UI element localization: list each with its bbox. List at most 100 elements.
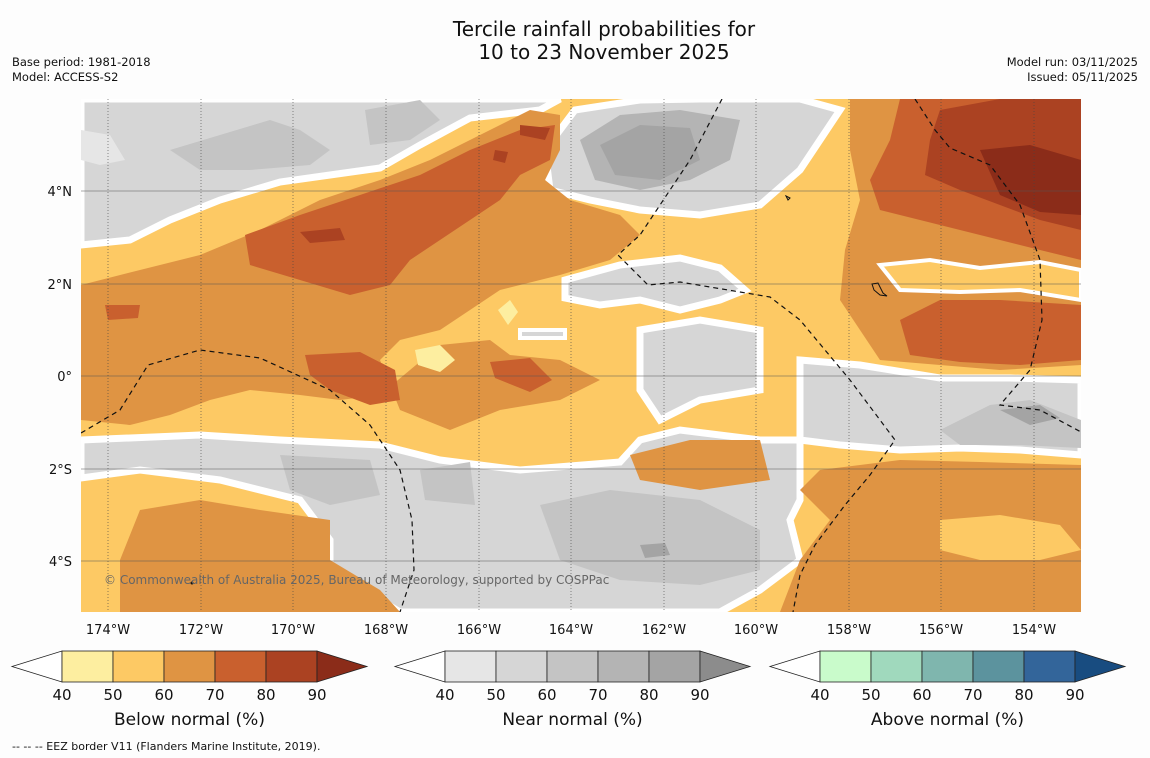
region-below-50-se (940, 515, 1081, 560)
colorbar-title: Below normal (%) (114, 710, 265, 730)
region-near-south-60c (280, 455, 380, 505)
lon-label: 156°W (919, 623, 963, 638)
colorbar-tick: 50 (103, 686, 122, 704)
region-below-40b (498, 300, 518, 325)
base-period: Base period: 1981-2018 (12, 55, 151, 69)
colorbar-2: 40 50 60 70 80 90 Above normal (%) (768, 650, 1127, 730)
region-below-70-w4 (105, 305, 140, 320)
lon-label: 162°W (642, 623, 686, 638)
region-near-center (636, 316, 764, 425)
lon-label: 158°W (827, 623, 871, 638)
region-below-50-east (876, 257, 1081, 303)
region-below-60-se (780, 460, 1081, 612)
colorbar-segment (112, 650, 165, 683)
colorbar-title: Near normal (%) (502, 710, 642, 730)
region-near-east-80 (1000, 405, 1060, 425)
colorbar-segment (546, 650, 599, 683)
colorbar-segment (163, 650, 216, 683)
lat-labels: 4°N 2°N 0° 2°S 4°S (48, 185, 73, 570)
eez-footnote: -- -- -- EEZ border V11 (Flanders Marine… (12, 740, 321, 753)
lat-label: 2°N (48, 278, 73, 293)
model-run: Model run: 03/11/2025 (1006, 55, 1138, 69)
lon-label: 172°W (179, 623, 223, 638)
metadata-right: Model run: 03/11/2025 Issued: 05/11/2025 (1007, 55, 1138, 85)
region-below-80-w2 (520, 125, 550, 140)
region-near-south-60a (420, 462, 475, 505)
region-near-south-80 (640, 543, 670, 558)
issued-date: Issued: 05/11/2025 (1027, 70, 1138, 84)
colorbar-over-triangle (316, 650, 369, 683)
colorbar-segment (214, 650, 267, 683)
colorbar-segment (597, 650, 650, 683)
colorbar-segment (61, 650, 114, 683)
colorbar-tick: 90 (1065, 686, 1084, 704)
colorbar-tick: 50 (486, 686, 505, 704)
region-below-40a (415, 345, 455, 372)
map-title: Tercile rainfall probabilities for 10 to… (0, 18, 1150, 64)
region-below-70-west (245, 125, 555, 295)
island-dot (190, 581, 194, 585)
islands (784, 194, 888, 297)
region-below-80-w3 (493, 150, 508, 163)
lon-label: 164°W (549, 623, 593, 638)
region-below-70-east2 (900, 300, 1081, 365)
lon-label: 160°W (734, 623, 778, 638)
colorbar-segment (495, 650, 548, 683)
title-line1: Tercile rainfall probabilities for (452, 17, 756, 41)
lat-label: 4°S (49, 555, 72, 570)
colorbar-tick: 80 (1014, 686, 1033, 704)
parallels (81, 190, 1081, 562)
title-line2: 10 to 23 November 2025 (478, 40, 730, 64)
colorbar-under-triangle (393, 650, 446, 683)
colorbar-under-triangle (10, 650, 63, 683)
colorbars: 40 50 60 70 80 90 Below normal (%) 40 50 60 70 80 90… (10, 650, 1127, 730)
eez-borders (81, 99, 1081, 612)
colorbar-1: 40 50 60 70 80 90 Near normal (%) (393, 650, 752, 730)
region-near-nw-60 (170, 120, 330, 170)
region-below-70-w3 (490, 358, 552, 392)
model-name: Model: ACCESS-S2 (12, 70, 119, 84)
region-below-90-east (980, 145, 1081, 215)
map-plot-area (81, 99, 1081, 612)
colorbar-segment (870, 650, 923, 683)
colorbar-tick: 60 (154, 686, 173, 704)
region-below-60-sw (120, 500, 400, 612)
copyright-notice: © Commonwealth of Australia 2025, Bureau… (104, 573, 609, 587)
colorbar-tick: 70 (588, 686, 607, 704)
lon-label: 170°W (271, 623, 315, 638)
lat-label: 4°N (48, 185, 73, 200)
lon-label: 168°W (364, 623, 408, 638)
colorbar-tick: 60 (912, 686, 931, 704)
lon-label: 166°W (457, 623, 501, 638)
colorbar-over-triangle (1074, 650, 1127, 683)
region-near-small (518, 328, 567, 340)
colorbar-tick: 80 (256, 686, 275, 704)
lat-label: 0° (57, 370, 72, 385)
colorbar-tick: 50 (861, 686, 880, 704)
lon-labels: 174°W 172°W 170°W 168°W 166°W 164°W 162°… (86, 623, 1056, 638)
region-near-nw-60b (365, 100, 440, 145)
colorbar-tick: 90 (307, 686, 326, 704)
region-below-60-c (630, 440, 770, 490)
colorbar-tick: 90 (690, 686, 709, 704)
colorbar-tick: 40 (52, 686, 71, 704)
colorbar-segment (921, 650, 974, 683)
metadata-left: Base period: 1981-2018 Model: ACCESS-S2 (12, 55, 151, 85)
colorbar-segment (648, 650, 701, 683)
colorbar-tick: 80 (639, 686, 658, 704)
lon-label: 174°W (86, 623, 130, 638)
region-below-80-w (300, 228, 345, 243)
region-below-70-w2 (305, 352, 400, 405)
lat-label: 2°S (49, 463, 72, 478)
region-near-nc-80 (600, 125, 700, 180)
colorbar-tick: 70 (963, 686, 982, 704)
colorbar-title: Above normal (%) (871, 710, 1024, 730)
colorbar-segment (265, 650, 318, 683)
colorbar-0: 40 50 60 70 80 90 Below normal (%) (10, 650, 369, 730)
colorbar-segment (444, 650, 497, 683)
colorbar-segment (972, 650, 1025, 683)
colorbar-over-triangle (699, 650, 752, 683)
colorbar-tick: 40 (435, 686, 454, 704)
lon-label: 154°W (1012, 623, 1056, 638)
